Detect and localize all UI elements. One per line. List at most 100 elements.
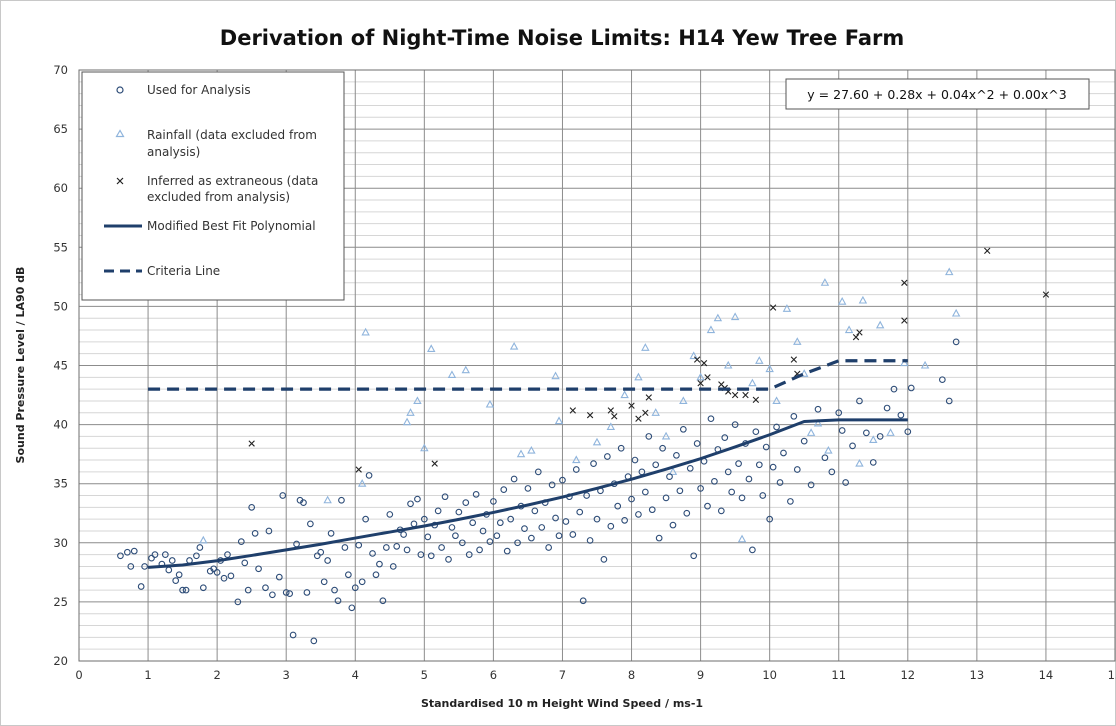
rainfall-point <box>813 418 823 427</box>
plot-area <box>117 247 1050 645</box>
analysis-point <box>711 477 718 485</box>
rainfall-point <box>679 396 688 405</box>
analysis-point <box>182 586 190 594</box>
legend-marker-used <box>116 86 124 94</box>
legend-marker-rain <box>115 129 125 138</box>
rainfall-point <box>875 320 885 329</box>
equation-frame <box>785 78 1090 110</box>
extraneous-point <box>700 359 708 367</box>
analysis-point <box>693 440 701 447</box>
analysis-point <box>462 499 470 506</box>
analysis-point <box>545 544 553 551</box>
analysis-point <box>213 568 221 576</box>
rainfall-point <box>551 371 560 380</box>
rainfall-point <box>855 458 864 467</box>
extraneous-point <box>790 356 798 363</box>
x-tick-label: 10 <box>762 668 777 682</box>
analysis-point <box>452 532 459 540</box>
analysis-point <box>897 411 905 419</box>
rainfall-point <box>199 535 208 544</box>
analysis-point <box>572 466 580 473</box>
analysis-point <box>379 597 387 605</box>
analysis-point <box>327 529 335 537</box>
rainfall-point <box>900 358 909 367</box>
analysis-point <box>641 488 649 496</box>
extraneous-point <box>431 460 438 467</box>
y-tick-label: 25 <box>53 595 68 609</box>
rainfall-point <box>689 351 698 360</box>
extraneous-point <box>984 247 991 255</box>
analysis-point <box>876 433 884 440</box>
analysis-point <box>673 451 680 459</box>
extraneous-point <box>1042 291 1050 298</box>
x-tick-label: 9 <box>697 668 704 682</box>
rainfall-point <box>782 304 792 312</box>
analysis-point <box>521 525 528 532</box>
rainfall-point <box>509 341 519 350</box>
analysis-point <box>286 590 294 597</box>
tick-labels: 0123456789101112131415202530354045505560… <box>53 63 1116 682</box>
analysis-point <box>869 459 877 466</box>
rainfall-point <box>951 308 961 317</box>
rainfall-point <box>357 479 367 487</box>
analysis-point <box>275 573 283 581</box>
analysis-point <box>679 425 687 433</box>
analysis-point <box>724 468 732 476</box>
analysis-point <box>479 527 487 535</box>
rainfall-point <box>730 312 740 321</box>
rainfall-point <box>869 435 878 444</box>
rainfall-point <box>945 267 954 276</box>
analysis-point <box>590 460 597 467</box>
analysis-point <box>179 586 186 594</box>
plot-border <box>78 69 1116 662</box>
analysis-point <box>341 544 349 551</box>
analysis-point <box>220 574 228 582</box>
analysis-point <box>262 584 269 592</box>
x-tick-label: 15 <box>1108 668 1116 682</box>
analysis-point <box>351 584 359 592</box>
analysis-point <box>907 384 915 392</box>
rainfall-point <box>485 399 495 408</box>
analysis-point <box>731 421 739 428</box>
analysis-point <box>469 519 477 527</box>
analysis-point <box>307 520 314 528</box>
analysis-point <box>420 515 428 523</box>
rainfall-point <box>413 396 422 405</box>
rainfall-point <box>420 443 429 452</box>
analysis-point <box>345 571 352 579</box>
analysis-point <box>559 476 566 484</box>
rainfall-point <box>554 416 564 425</box>
extraneous-point <box>355 466 362 473</box>
rainfall-point <box>824 445 833 454</box>
analysis-point <box>265 527 273 535</box>
y-tick-label: 65 <box>53 122 68 136</box>
analysis-point <box>358 578 366 586</box>
analysis-point <box>372 571 380 579</box>
analysis-point <box>655 534 663 542</box>
analysis-point <box>510 475 518 483</box>
x-tick-label: 3 <box>283 668 290 682</box>
analysis-point <box>762 443 770 451</box>
analysis-point <box>348 604 356 612</box>
analysis-point <box>593 515 601 523</box>
analysis-point <box>938 376 946 384</box>
analysis-point <box>780 449 787 457</box>
analysis-point <box>686 464 694 472</box>
analysis-point <box>403 546 411 554</box>
analysis-point <box>835 409 843 417</box>
analysis-point <box>248 503 256 511</box>
analysis-point <box>814 405 822 413</box>
analysis-point <box>445 555 452 563</box>
analysis-point <box>472 490 480 498</box>
extraneous-point <box>586 411 594 419</box>
extraneous-point <box>742 391 749 399</box>
analysis-point <box>838 427 846 434</box>
analysis-point <box>614 502 622 510</box>
analysis-point <box>376 560 383 568</box>
analysis-point <box>562 518 570 525</box>
analysis-point <box>141 563 148 570</box>
rainfall-point <box>361 327 370 336</box>
rainfall-point <box>886 428 895 436</box>
